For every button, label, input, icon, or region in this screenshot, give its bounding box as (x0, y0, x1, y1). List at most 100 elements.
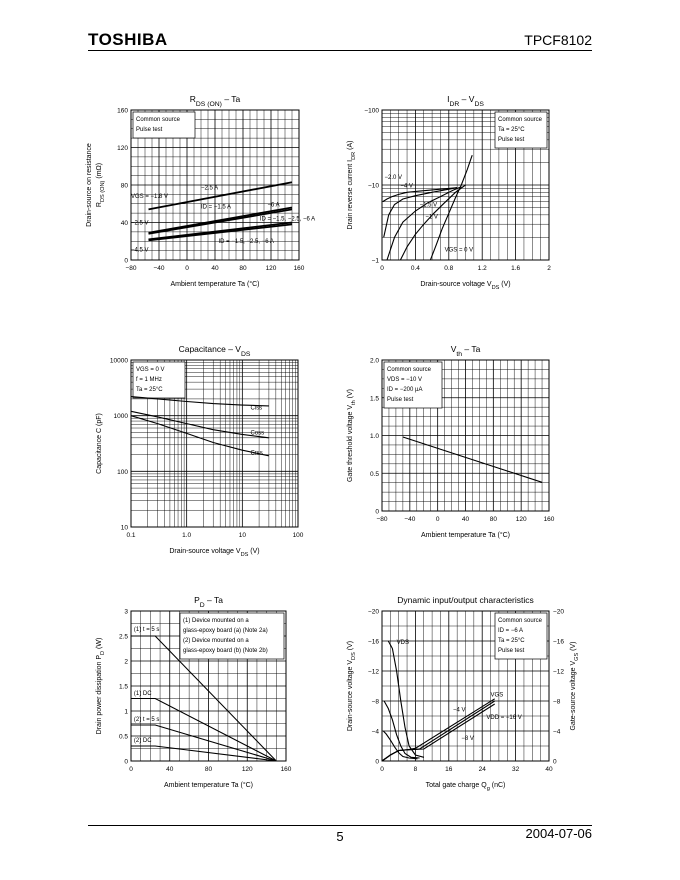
curve-annotation: −4 V (400, 183, 413, 189)
y-axis-label: Drain-source voltage VDS (V) (347, 641, 357, 731)
x-tick-label: 0 (185, 265, 189, 272)
y-tick-label: −100 (364, 108, 379, 115)
curve-annotation: Crss (250, 451, 262, 457)
plot-frame (130, 359, 299, 528)
x-tick-label: 120 (242, 766, 253, 773)
series-line-1 (383, 700, 420, 759)
curve-annotation: ID = −1.5, −2.5, −6 A (260, 217, 315, 223)
curve-annotation: (1) t = 5 s (134, 627, 160, 633)
curve-annotation: VDS (397, 640, 409, 646)
x-tick-label: 80 (490, 516, 498, 523)
series-line-3 (399, 184, 466, 261)
y-tick-label: 10 (121, 525, 129, 532)
y-tick-label: 1.5 (370, 395, 379, 402)
x-tick-label: 80 (239, 265, 247, 272)
legend-box (494, 612, 548, 660)
y-tick-label: 2 (124, 659, 128, 666)
y-tick-label: 80 (121, 183, 129, 190)
curve-annotation: −4.5 V (131, 248, 149, 254)
series-line-2 (382, 730, 418, 760)
y-tick-label: 0.5 (370, 471, 379, 478)
y-right-tick-label: −4 (553, 729, 561, 736)
x-tick-label: 40 (462, 516, 470, 523)
legend-box (132, 361, 186, 399)
chart-pd: 0 40 80 120 160 0 0.5 1 1.5 2 2.5 3 (1) Device mount… (119, 609, 292, 774)
y-tick-label: 0 (375, 509, 379, 516)
x-tick-label: 16 (445, 766, 453, 773)
header-rule (88, 50, 592, 51)
x-tick-label: 0.8 (444, 265, 453, 272)
y-tick-label: −10 (368, 183, 379, 190)
grid (130, 360, 298, 528)
y-right-tick-label: 0 (553, 759, 557, 766)
plot-frame (130, 109, 300, 261)
y-tick-label: 1.0 (370, 433, 379, 440)
legend-entry: (1) Device mounted on a (183, 618, 249, 624)
y-tick-label: −20 (368, 609, 379, 616)
y-tick-label: 120 (117, 145, 128, 152)
y-tick-label: 0 (375, 759, 379, 766)
curve-annotation: −2.0 V (385, 175, 403, 181)
x-tick-label: −40 (153, 265, 164, 272)
series-line-0 (387, 640, 424, 758)
y-tick-label: −1 (372, 258, 380, 265)
legend-entry: f = 1 MHz (136, 377, 162, 383)
y-tick-label: −16 (368, 639, 379, 646)
y-tick-label: 10000 (110, 358, 128, 365)
plot-frame (381, 610, 550, 762)
chart-title: Vth – Ta (451, 344, 481, 358)
y-tick-label: 40 (121, 220, 129, 227)
y-tick-label: 1000 (114, 413, 129, 420)
y-axis-label: Capacitance C (pF) (96, 413, 103, 474)
curve-annotation: −8 V (461, 736, 474, 742)
chart-title: RDS (ON) – Ta (190, 94, 241, 108)
series-line-0 (131, 635, 277, 762)
y-tick-label: 100 (117, 469, 128, 476)
chart-title: Capacitance – VDS (179, 344, 251, 358)
series-line-2 (386, 186, 462, 261)
x-tick-label: 160 (294, 265, 305, 272)
x-axis-label: Total gate charge Qg (nC) (426, 782, 506, 792)
y-axis-label: Drain reverse current IDR (A) (347, 140, 357, 229)
legend-box (494, 111, 548, 149)
curve-annotation: ID = −1.5, −2.5, −6 A (219, 239, 274, 245)
legend-entry: Pulse test (136, 127, 163, 133)
y-tick-label: 0 (124, 759, 128, 766)
legend-entry: Pulse test (498, 137, 525, 143)
chart-title: PD – Ta (194, 595, 223, 609)
legend-entry: Pulse test (387, 397, 414, 403)
x-tick-label: 80 (205, 766, 213, 773)
page-number: 5 (336, 829, 344, 844)
y-tick-label: 0 (124, 258, 128, 265)
series-line-5 (381, 703, 495, 762)
y-axis-label-right: Gate-source voltage VGS (V) (570, 641, 580, 730)
legend-entry: Ta = 25°C (498, 638, 525, 644)
x-tick-label: 8 (414, 766, 418, 773)
x-tick-label: −80 (376, 516, 387, 523)
curve-annotation: (2) t = 5 s (134, 717, 160, 723)
series-line-2 (131, 724, 277, 762)
x-tick-label: 0 (436, 516, 440, 523)
curve-annotation: Ciss (250, 405, 262, 411)
legend-entry: glass-epoxy board (a) (Note 2a) (183, 628, 268, 634)
y-right-tick-label: −8 (553, 699, 561, 706)
curve-annotation: −4 V (453, 708, 466, 714)
legend-entry: VGS = 0 V (136, 367, 165, 373)
y-tick-label: −8 (372, 699, 380, 706)
legend-entry: Ta = 25°C (498, 127, 525, 133)
series-line-1 (148, 206, 293, 234)
legend-box (383, 361, 443, 409)
series-line-0 (148, 181, 293, 211)
chart-title: IDR – VDS (447, 94, 484, 108)
plot-frame (381, 359, 550, 512)
x-tick-label: 40 (211, 265, 219, 272)
legend-entry: ID = −200 µA (387, 387, 422, 393)
x-tick-label: −40 (404, 516, 415, 523)
x-tick-label: 40 (166, 766, 174, 773)
y-tick-label: 2.0 (370, 358, 379, 365)
series-line-0 (130, 396, 269, 407)
y-right-tick-label: −12 (553, 669, 564, 676)
y-axis-label: Drain-source on resistance (86, 143, 93, 227)
legend-entry: ID = −6 A (498, 628, 523, 634)
